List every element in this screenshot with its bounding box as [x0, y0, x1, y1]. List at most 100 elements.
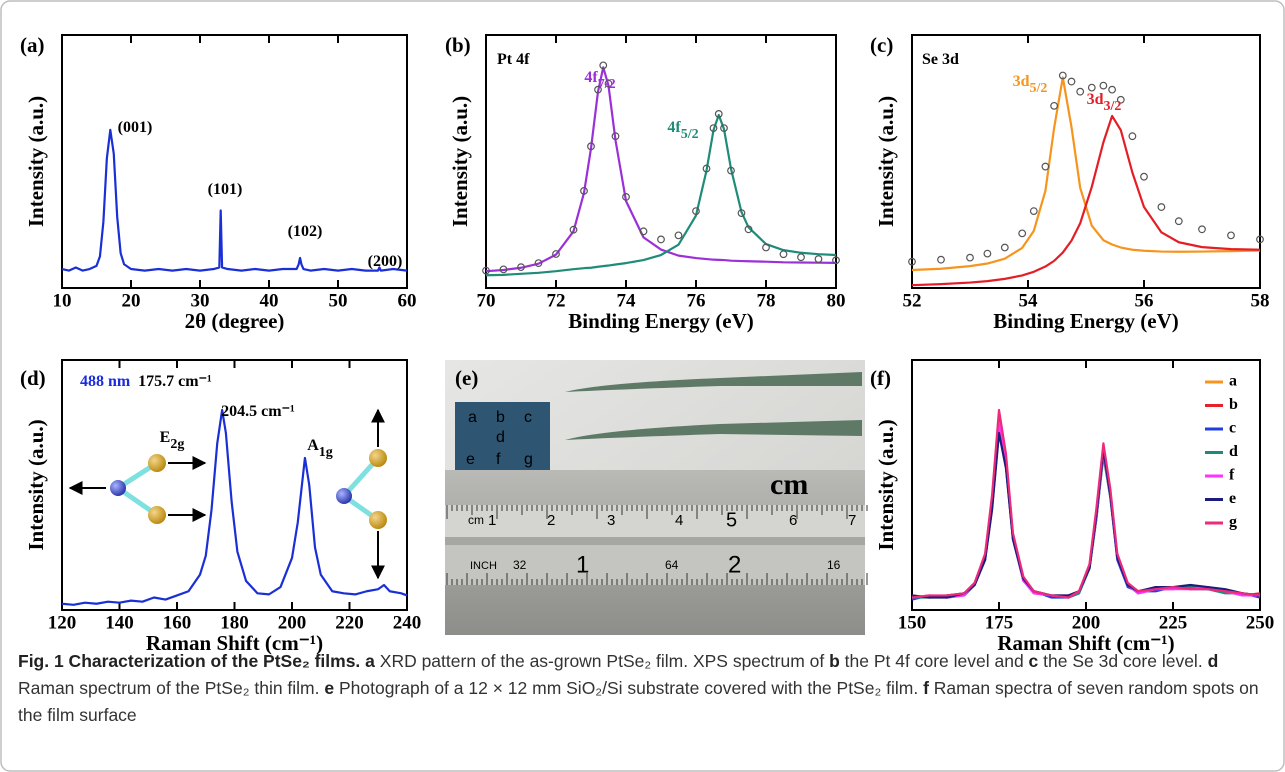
pt-atom: [336, 488, 352, 504]
data-point: [517, 263, 525, 272]
ruler-label: 2: [547, 512, 555, 529]
caption-label: c: [1028, 651, 1039, 671]
data-point: [709, 124, 718, 133]
caption-label: a: [365, 651, 375, 671]
data-point: [937, 255, 945, 264]
chip-label: f: [496, 451, 501, 468]
annotation: 175.7 cm⁻¹: [138, 373, 212, 390]
annotation: Se 3d: [922, 51, 959, 68]
caption-text: the Se 3d core level.: [1038, 651, 1208, 671]
se-atom: [148, 454, 166, 472]
data-point: [1000, 243, 1009, 252]
y-axis-label: Intensity (a.u.): [24, 419, 48, 550]
legend-label: d: [1229, 443, 1238, 460]
data-point: [657, 235, 665, 244]
data-point: [1076, 87, 1085, 96]
annotation-text: E: [160, 429, 171, 446]
annotation: A1g: [307, 437, 333, 461]
x-tick-label: 50: [329, 290, 348, 311]
data-point: [1018, 229, 1027, 238]
annotation: 3d3/2: [1087, 91, 1122, 115]
data-point: [908, 257, 916, 266]
legend-label: b: [1229, 396, 1238, 413]
data-point: [1050, 101, 1058, 110]
series-line: [911, 408, 1261, 599]
legend-label: c: [1229, 420, 1236, 437]
panel-label: (f): [870, 366, 891, 390]
data-point: [1108, 85, 1116, 94]
x-tick-label: 40: [260, 290, 279, 311]
annotation-text: 4f: [667, 119, 681, 136]
data-point: [737, 209, 746, 218]
x-tick-label: 30: [191, 290, 210, 311]
y-axis-label: Intensity (a.u.): [874, 419, 898, 550]
x-tick-label: 10: [53, 290, 72, 311]
caption-text: Photograph of a 12 × 12 mm SiO₂/Si subst…: [334, 678, 924, 698]
x-tick-label: 78: [757, 290, 776, 311]
annotation-text: 3d: [1087, 91, 1104, 108]
legend-label: a: [1229, 373, 1237, 390]
x-tick-label: 120: [48, 612, 77, 633]
annotation: (200): [368, 253, 403, 270]
ruler-unit: cm: [770, 468, 808, 501]
data-point: [720, 124, 728, 133]
annotation-subscript: 2g: [170, 437, 184, 452]
data-point: [622, 193, 630, 201]
tweezer-arm: [565, 420, 862, 440]
caption-text: XRD pattern of the as-grown PtSe₂ film. …: [374, 651, 830, 671]
annotation: 4f7/2: [584, 69, 615, 93]
panel-label: (d): [20, 366, 46, 390]
caption-text: Raman spectra of seven random spots on t…: [18, 678, 1259, 725]
caption-label: b: [829, 651, 840, 671]
ruler-label: 3: [607, 512, 615, 529]
legend-label: g: [1229, 514, 1237, 531]
data-point: [1256, 235, 1264, 244]
x-tick-label: 54: [1019, 290, 1039, 311]
annotation-text: 175.7 cm⁻¹: [138, 373, 212, 390]
data-point: [832, 256, 840, 265]
x-tick-label: 225: [1159, 612, 1188, 633]
annotation: 4f5/2: [667, 119, 698, 143]
ruler-label: 2: [728, 551, 741, 578]
annotation-subscript: 5/2: [681, 127, 699, 142]
ruler-label: 5: [726, 509, 737, 531]
data-point: [1099, 81, 1108, 90]
series-line: [911, 76, 1261, 272]
x-tick-label: 56: [1135, 290, 1154, 311]
data-point: [814, 255, 823, 263]
x-tick-label: 20: [122, 290, 141, 311]
data-point: [714, 110, 723, 118]
data-point: [1128, 132, 1137, 141]
x-tick-label: 52: [903, 290, 922, 311]
panel-label: (b): [445, 33, 471, 57]
ruler-label: 1: [576, 551, 589, 578]
data-point: [674, 231, 683, 240]
chip-label: e: [466, 451, 475, 468]
x-axis-label: Raman Shift (cm⁻¹): [146, 631, 323, 655]
annotation: Pt 4f: [497, 51, 530, 68]
data-point: [779, 250, 788, 259]
x-tick-label: 80: [827, 290, 846, 311]
data-point: [580, 186, 588, 195]
series-line: [61, 408, 408, 606]
ruler-label: cm: [468, 513, 484, 527]
data-point: [797, 253, 805, 262]
annotation-text: (102): [288, 223, 323, 240]
ruler-label: INCH: [470, 560, 497, 572]
data-point: [1198, 225, 1206, 234]
x-tick-label: 72: [547, 290, 566, 311]
annotation-text: 4f: [584, 69, 598, 86]
annotation: (001): [118, 119, 153, 136]
caption: Fig. 1 Characterization of the PtSe₂ fil…: [18, 648, 1270, 729]
y-axis-label: Intensity (a.u.): [24, 96, 48, 227]
annotation-text: (101): [208, 181, 243, 198]
x-tick-label: 160: [163, 612, 192, 633]
data-point: [966, 253, 974, 262]
ruler-label: 4: [675, 512, 683, 529]
ruler-label: 16: [827, 558, 841, 572]
annotation-text: 488 nm: [80, 373, 131, 390]
data-point: [1174, 217, 1183, 226]
x-tick-label: 58: [1251, 290, 1270, 311]
data-point: [1116, 95, 1125, 104]
